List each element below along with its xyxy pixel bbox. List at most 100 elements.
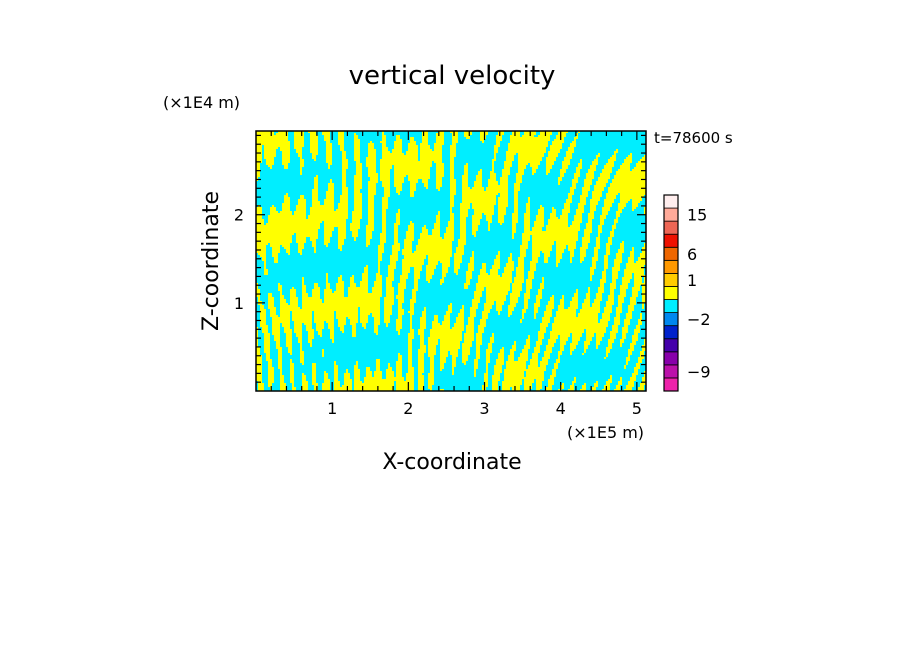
field-cell [460, 221, 466, 223]
field-cell [256, 169, 260, 171]
field-cell [560, 171, 566, 173]
field-cell [550, 299, 554, 301]
field-cell [342, 165, 348, 167]
field-cell [460, 233, 466, 235]
field-cell [486, 293, 508, 295]
field-cell [576, 171, 580, 173]
field-cell [352, 329, 356, 331]
field-cell [360, 283, 368, 285]
field-cell [338, 323, 346, 325]
field-cell [558, 183, 560, 185]
field-cell [622, 331, 628, 333]
field-cell [552, 323, 608, 325]
field-cell [368, 155, 376, 157]
field-cell [348, 291, 368, 293]
field-cell [454, 259, 462, 261]
field-cell [330, 333, 334, 335]
field-cell [578, 165, 582, 167]
field-cell [546, 173, 548, 175]
field-cell [256, 333, 258, 335]
field-cell [630, 303, 636, 305]
field-cell [618, 251, 624, 253]
field-cell [382, 183, 390, 185]
field-cell [278, 351, 282, 353]
field-cell [266, 357, 270, 359]
field-cell [356, 165, 362, 167]
field-cell [256, 351, 260, 353]
field-cell [260, 313, 266, 315]
field-cell [410, 187, 416, 189]
field-cell [442, 265, 450, 267]
field-cell [468, 267, 474, 269]
field-cell [464, 337, 474, 339]
field-cell [644, 155, 646, 157]
field-cell [488, 345, 492, 347]
field-cell [640, 317, 642, 319]
field-cell [294, 213, 306, 215]
field-cell [628, 259, 634, 261]
field-cell [410, 309, 414, 311]
field-cell [588, 219, 592, 221]
field-cell [428, 337, 462, 339]
field-cell [354, 199, 362, 201]
field-cell [588, 217, 594, 219]
field-cell [462, 179, 468, 181]
field-cell [580, 199, 586, 201]
field-cell [422, 227, 426, 229]
field-cell [492, 267, 500, 269]
field-cell [310, 137, 318, 139]
colorbar-swatch [663, 312, 679, 327]
field-cell [606, 305, 612, 307]
field-cell [530, 363, 538, 365]
field-cell [570, 257, 572, 259]
field-cell [434, 161, 442, 163]
field-cell [398, 317, 402, 319]
field-cell [382, 231, 386, 233]
field-cell [398, 193, 400, 195]
field-cell [354, 207, 362, 209]
field-cell [410, 299, 416, 301]
field-cell [264, 157, 274, 159]
field-cell [286, 251, 290, 253]
field-cell [342, 151, 346, 153]
field-cell [436, 221, 440, 223]
field-cell [602, 211, 608, 213]
field-cell [434, 145, 442, 147]
field-cell [538, 333, 544, 335]
field-cell [634, 167, 646, 169]
field-cell [614, 223, 616, 225]
field-cell [324, 231, 332, 233]
field-cell [256, 163, 260, 165]
field-cell [604, 357, 606, 359]
field-cell [262, 331, 268, 333]
field-cell [498, 311, 500, 313]
field-cell [374, 329, 378, 331]
field-cell [476, 287, 484, 289]
field-cell [378, 263, 380, 265]
field-cell [460, 209, 468, 211]
field-cell [368, 149, 376, 151]
field-cell [516, 179, 522, 181]
field-cell [600, 281, 606, 283]
field-cell [336, 317, 346, 319]
field-cell [410, 305, 414, 307]
field-cell [436, 173, 444, 175]
field-cell [382, 203, 388, 205]
field-cell [556, 265, 558, 267]
field-cell [410, 313, 414, 315]
field-cell [402, 271, 410, 273]
field-cell [270, 313, 276, 315]
field-cell [440, 367, 444, 369]
field-cell [300, 357, 304, 359]
field-cell [406, 379, 414, 381]
field-cell [280, 377, 284, 379]
field-cell [492, 377, 500, 379]
field-cell [368, 217, 374, 219]
field-cell [440, 279, 444, 281]
field-cell [314, 177, 318, 179]
field-cell [352, 213, 362, 215]
field-cell [574, 217, 582, 219]
field-cell [570, 387, 574, 389]
field-cell [402, 249, 412, 251]
field-cell [502, 389, 510, 391]
